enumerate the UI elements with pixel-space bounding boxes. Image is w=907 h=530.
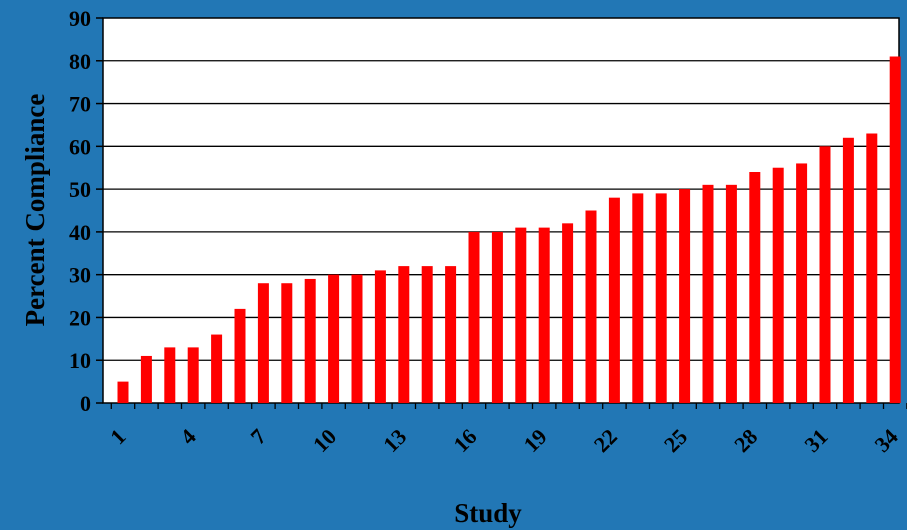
bar: [608, 197, 620, 403]
bar: [140, 355, 152, 403]
x-axis-ticks: 1 4 7 10 13 16 19 22 25 28 31 34: [105, 403, 907, 457]
bar: [842, 137, 854, 403]
bar: [445, 266, 457, 403]
x-tick-label: 34: [870, 424, 903, 457]
bar: [538, 227, 550, 403]
y-tick-label: 20: [69, 305, 91, 330]
bar: [351, 274, 363, 403]
x-tick-label: 7: [245, 424, 270, 449]
x-tick-label: 19: [519, 424, 552, 457]
bar: [749, 172, 761, 403]
bar: [164, 347, 176, 403]
bar: [866, 133, 878, 403]
bar: [374, 270, 386, 403]
x-tick-label: 28: [729, 424, 762, 457]
bar: [304, 278, 316, 403]
bar: [632, 193, 644, 403]
y-tick-label: 10: [69, 348, 91, 373]
bars: [117, 56, 901, 404]
y-tick-label: 0: [80, 391, 91, 416]
bar: [257, 283, 269, 403]
bar: [585, 210, 597, 403]
y-tick-label: 60: [69, 134, 91, 159]
bar: [468, 231, 480, 403]
bar: [562, 223, 574, 403]
x-tick-label: 16: [448, 424, 481, 457]
bar: [819, 146, 831, 404]
y-tick-label: 90: [69, 6, 91, 31]
x-tick-label: 13: [378, 424, 411, 457]
bar: [491, 231, 503, 403]
y-axis-ticks: 0 10 20 30 40 50 60 70 80 90: [69, 6, 103, 416]
bar: [398, 266, 410, 403]
x-tick-label: 1: [105, 424, 130, 449]
y-tick-label: 40: [69, 220, 91, 245]
bar: [234, 308, 246, 403]
bar: [211, 334, 223, 403]
x-axis-title: Study: [454, 498, 522, 528]
bar: [187, 347, 199, 403]
bar: [772, 167, 784, 403]
x-tick-label: 25: [659, 424, 692, 457]
bar: [725, 184, 737, 403]
y-tick-label: 80: [69, 49, 91, 74]
y-axis-title: Percent Compliance: [20, 94, 50, 327]
bar: [421, 266, 433, 403]
x-tick-label: 31: [799, 424, 832, 457]
bar: [796, 163, 808, 403]
bar: [655, 193, 667, 403]
bar: [889, 56, 901, 403]
y-tick-label: 70: [69, 92, 91, 117]
y-tick-label: 30: [69, 263, 91, 288]
bar: [515, 227, 527, 403]
bar: [117, 381, 129, 403]
bar: [328, 274, 340, 403]
y-tick-label: 50: [69, 177, 91, 202]
bar: [679, 189, 691, 403]
bar: [702, 184, 714, 403]
x-tick-label: 22: [589, 424, 622, 457]
x-tick-label: 4: [175, 424, 200, 449]
bar: [281, 283, 293, 403]
x-tick-label: 10: [308, 424, 341, 457]
